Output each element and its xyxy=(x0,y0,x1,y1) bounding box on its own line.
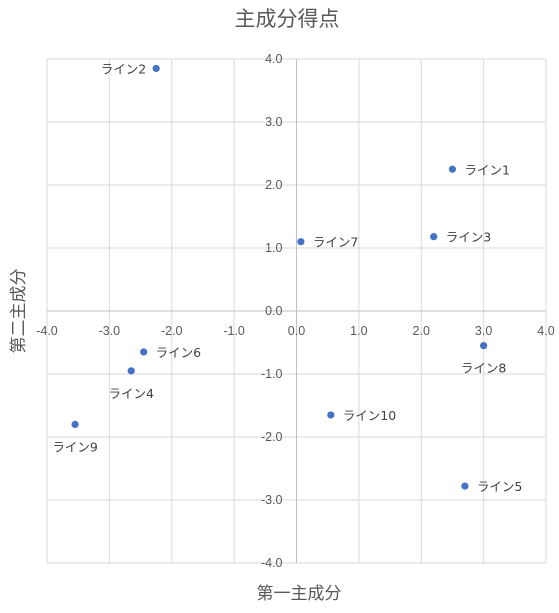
x-tick-label: -2.0 xyxy=(161,324,183,338)
data-point xyxy=(297,238,305,246)
y-tick-label: 0.0 xyxy=(265,304,282,318)
data-label: ライン10 xyxy=(343,408,396,423)
data-label: ライン6 xyxy=(156,345,202,360)
y-tick-label: -2.0 xyxy=(261,430,283,444)
x-tick-label: -1.0 xyxy=(223,324,245,338)
x-tick-label: -3.0 xyxy=(99,324,121,338)
y-tick-label: 2.0 xyxy=(265,178,282,192)
y-tick-label: 4.0 xyxy=(265,52,282,66)
data-point xyxy=(71,420,79,428)
x-tick-label: 3.0 xyxy=(475,324,492,338)
grid xyxy=(46,58,547,564)
tick-labels: -4.0 -3.0 -2.0 -1.0 0.0 1.0 2.0 3.0 4.0 4.0 3.0 2.0… xyxy=(36,52,555,570)
y-tick-label: -4.0 xyxy=(261,556,283,570)
data-label: ライン8 xyxy=(461,361,507,376)
data-point xyxy=(480,342,488,350)
data-label: ライン2 xyxy=(101,61,146,76)
y-tick-label: 1.0 xyxy=(265,241,282,255)
data-label: ライン3 xyxy=(446,230,491,245)
data-point xyxy=(152,64,160,73)
data-label: ライン1 xyxy=(464,162,509,177)
x-tick-label: -4.0 xyxy=(36,324,58,338)
data-point xyxy=(461,482,469,490)
y-tick-label: -3.0 xyxy=(261,493,283,507)
y-axis-title: 第二主成分 xyxy=(9,269,29,354)
y-tick-label: -1.0 xyxy=(261,367,283,381)
data-point xyxy=(430,233,438,241)
data-label: ライン4 xyxy=(108,386,154,401)
x-tick-label: 1.0 xyxy=(350,324,367,338)
data-point xyxy=(327,411,335,419)
data-point xyxy=(127,367,135,375)
data-label: ライン7 xyxy=(313,235,358,250)
x-tick-label: 4.0 xyxy=(537,324,554,338)
data-point xyxy=(448,165,457,173)
data-label: ライン5 xyxy=(477,479,522,494)
chart-title: 主成分得点 xyxy=(235,7,340,31)
y-tick-label: 3.0 xyxy=(265,115,282,129)
x-tick-label: 2.0 xyxy=(413,324,430,338)
data-points: ライン1 ライン2 ライン3 ライン4 ライン5 ライン6 ライン7 ライン8 ライン9 ライン1… xyxy=(52,61,522,494)
x-axis-title: 第一主成分 xyxy=(257,584,342,604)
data-label: ライン9 xyxy=(52,439,98,454)
data-point xyxy=(140,348,148,356)
x-tick-label: 0.0 xyxy=(288,324,305,338)
